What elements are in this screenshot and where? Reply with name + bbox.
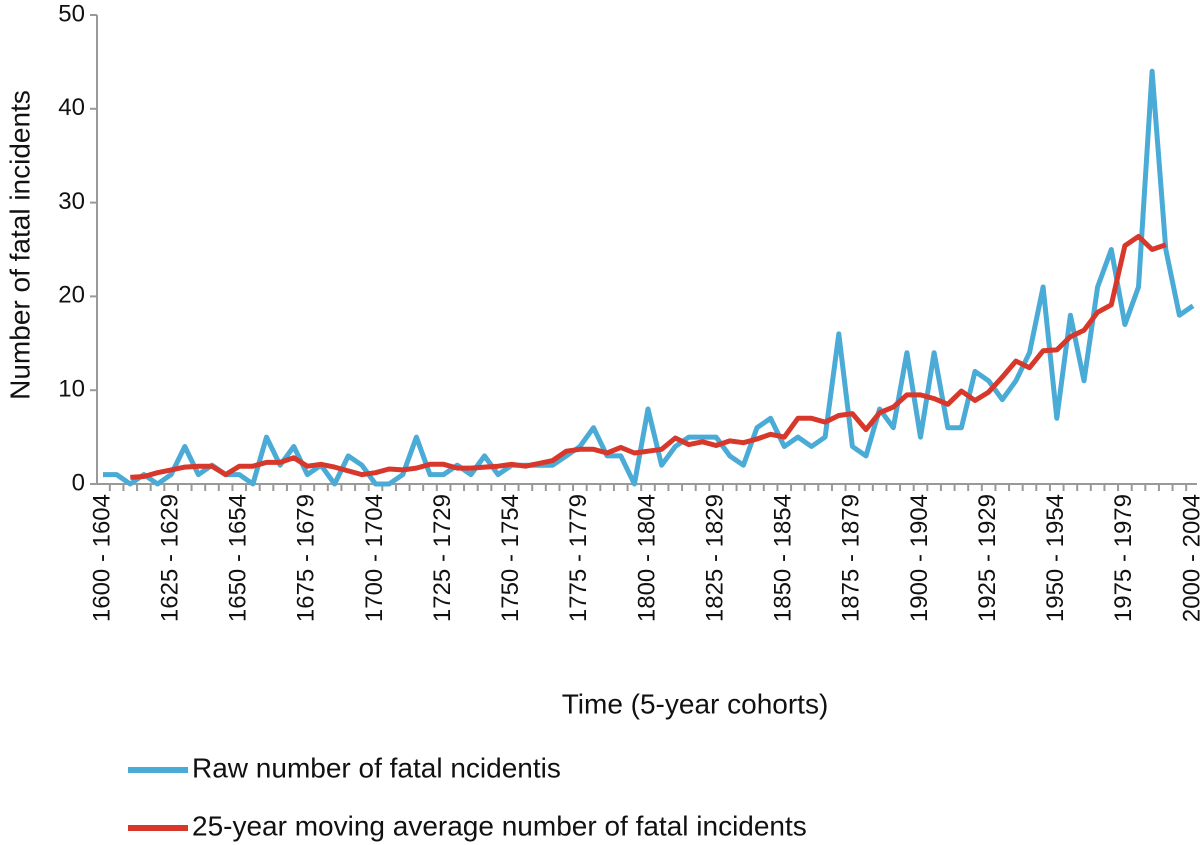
x-tick-label: 1825 - 1829 [701, 494, 728, 622]
series-line [103, 68, 1195, 487]
y-axis-title: Number of fatal incidents [4, 90, 35, 400]
x-tick-label: 2000 - 2004 [1178, 494, 1200, 622]
x-axis-title: Time (5-year cohorts) [562, 688, 829, 719]
y-tick-label: 20 [58, 282, 85, 309]
y-tick-label: 50 [58, 0, 85, 27]
y-tick-label: 30 [58, 188, 85, 215]
series-line [130, 233, 1167, 480]
y-tick-label: 0 [72, 469, 85, 496]
x-tick-label: 1600 - 1604 [88, 494, 115, 622]
x-tick-label: 1925 - 1929 [974, 494, 1001, 622]
x-tick-label: 1875 - 1879 [838, 494, 865, 622]
x-tick-label: 1850 - 1854 [770, 494, 797, 622]
x-tick-label: 1700 - 1704 [361, 494, 388, 622]
x-tick-label: 1975 - 1979 [1110, 494, 1137, 622]
y-tick-label: 10 [58, 376, 85, 403]
legend-label: 25-year moving average number of fatal i… [192, 810, 807, 841]
x-tick-label: 1950 - 1954 [1042, 494, 1069, 622]
legend-label: Raw number of fatal ncidentis [192, 752, 561, 783]
x-tick-label: 1625 - 1629 [156, 494, 183, 622]
x-tick-label: 1800 - 1804 [633, 494, 660, 622]
x-tick-label: 1650 - 1654 [225, 494, 252, 622]
y-tick-label: 40 [58, 94, 85, 121]
x-tick-label: 1725 - 1729 [429, 494, 456, 622]
x-tick-label: 1750 - 1754 [497, 494, 524, 622]
x-tick-label: 1775 - 1779 [565, 494, 592, 622]
x-tick-label: 1900 - 1904 [906, 494, 933, 622]
x-tick-label: 1675 - 1679 [293, 494, 320, 622]
